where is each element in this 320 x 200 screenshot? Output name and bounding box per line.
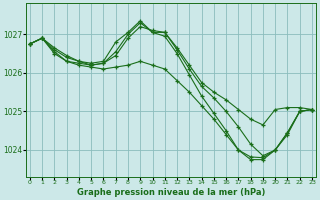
X-axis label: Graphe pression niveau de la mer (hPa): Graphe pression niveau de la mer (hPa) (77, 188, 265, 197)
